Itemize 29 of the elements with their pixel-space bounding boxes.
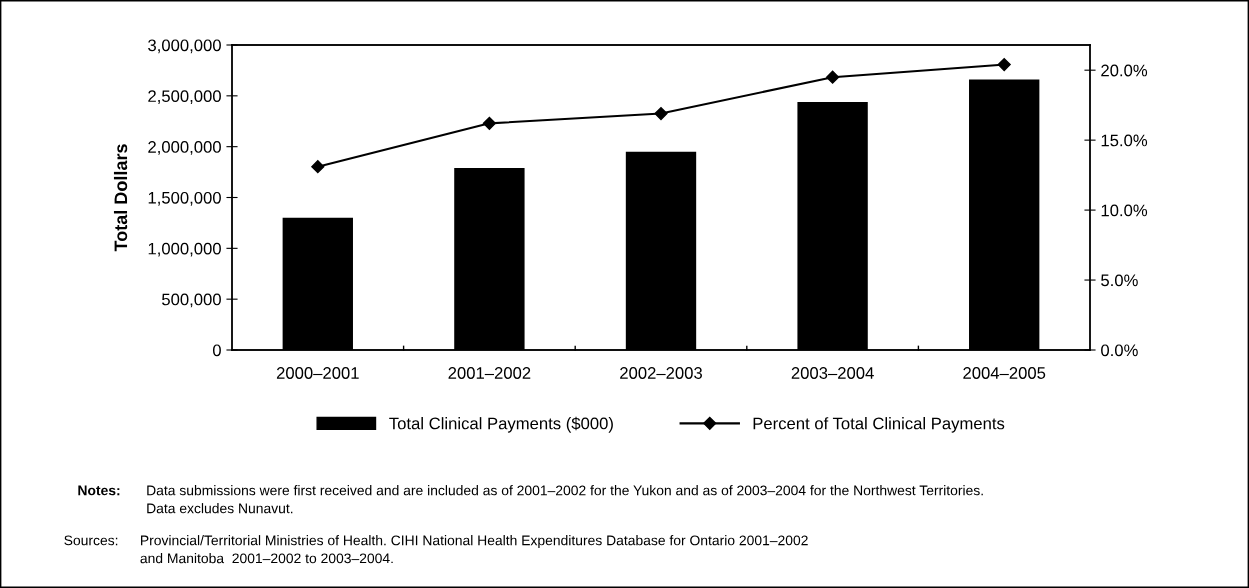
- point: [826, 70, 840, 84]
- y2-tick-label: 15.0%: [1101, 134, 1148, 147]
- y-tick-label: 1,500,000: [148, 191, 221, 206]
- y2-tick-label: 5.0%: [1101, 274, 1138, 287]
- y-axis-title: Total Dollars: [113, 144, 128, 252]
- point: [311, 160, 325, 174]
- x-tick-label: 2001–2002: [448, 367, 531, 379]
- y-tick-label: 2,500,000: [148, 90, 221, 105]
- y-tick-label: 500,000: [162, 293, 221, 308]
- x-tick-label: 2004–2005: [963, 367, 1046, 379]
- point: [654, 106, 668, 121]
- y-tick-label: 0: [212, 344, 221, 357]
- y2-tick-label: 20.0%: [1101, 64, 1148, 77]
- x-tick-label: 2003–2004: [791, 367, 874, 379]
- text: Provincial/Territorial Ministries of Health. CIHI National Health Expenditures Database for Ontario 2001–2002 and Manitoba 2001–2002 to 2003–2004.: [140, 535, 808, 564]
- legend-label: Total Clinical Payments ($000): [389, 416, 613, 433]
- y-tick-label: 1,000,000: [148, 242, 221, 257]
- source-note: Sources:: [64, 535, 118, 546]
- y2-tick-label: 10.0%: [1101, 204, 1148, 217]
- y-tick-label: 2,000,000: [148, 141, 221, 155]
- legend-label: Percent of Total Clinical Payments: [753, 417, 1005, 433]
- point: [482, 116, 496, 130]
- text: Data submissions were first received and are included as of 2001–2002 for the Yukon and as of 2003–2004 for the Northwest Territories. Data excludes Nunavut.: [147, 485, 983, 514]
- point: [997, 57, 1011, 72]
- x-tick-label: 2000–2001: [276, 367, 359, 379]
- y2-tick-label: 0.0%: [1101, 344, 1138, 357]
- y-tick-label: 3,000,000: [148, 39, 221, 54]
- x-tick-label: 2002–2003: [620, 367, 702, 379]
- text: Notes:: [78, 485, 120, 496]
